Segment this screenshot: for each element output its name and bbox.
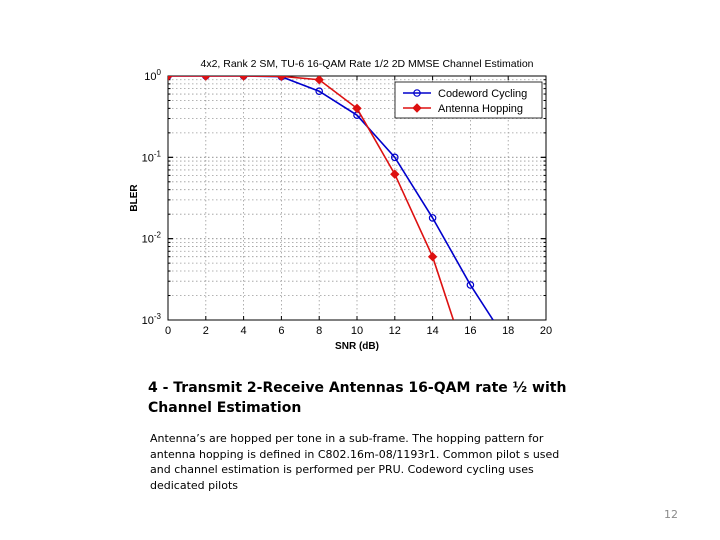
bler-chart: 0 2 4 6 8 10 12 14 16 18 20 100 10-1 10-2 10-3 4x2, Ra… (129, 58, 552, 352)
y-axis-label: BLER (129, 184, 140, 212)
data-point (276, 76, 287, 82)
series-layer (168, 76, 494, 320)
chart-title: 4x2, Rank 2 SM, TU-6 16-QAM Rate 1/2 2D … (200, 58, 533, 70)
data-point (466, 281, 475, 289)
y-tick-label: 10-3 (142, 312, 162, 327)
y-tick-label: 10-2 (142, 231, 162, 246)
series-line (168, 76, 494, 320)
data-point (428, 214, 437, 222)
x-tick-label: 14 (426, 325, 438, 337)
x-tick-label: 16 (464, 325, 476, 337)
legend: Codeword Cycling Antenna Hopping (394, 81, 543, 119)
slide-body-text: Antenna’s are hopped per tone in a sub-f… (150, 432, 560, 492)
data-point (352, 103, 362, 114)
data-point (168, 76, 173, 81)
data-point (315, 87, 324, 96)
x-axis-label: SNR (dB) (335, 341, 379, 352)
x-tick-label: 18 (502, 325, 514, 337)
data-point (201, 76, 211, 81)
series-2 (168, 76, 455, 320)
slide-heading: 4 - Transmit 2-Receive Antennas 16-QAM r… (148, 380, 567, 416)
y-tick-label: 100 (144, 68, 161, 83)
x-tick-label: 6 (278, 325, 284, 337)
x-tick-label: 0 (165, 325, 171, 337)
x-tick-label: 10 (351, 325, 363, 337)
legend-box (394, 81, 543, 119)
legend-label: Antenna Hopping (438, 103, 523, 115)
data-point (390, 169, 400, 179)
legend-marker (412, 103, 422, 113)
data-point (427, 252, 438, 262)
data-point (314, 76, 324, 85)
legend-marker (413, 89, 421, 97)
x-tick-label: 4 (241, 325, 247, 337)
x-tick-label: 20 (540, 325, 552, 337)
legend-label: Codeword Cycling (438, 88, 527, 100)
x-tick-label: 2 (203, 325, 209, 337)
data-point (238, 76, 249, 81)
data-point (390, 153, 399, 162)
x-tick-label: 8 (316, 325, 322, 337)
page-number: 12 (664, 508, 678, 521)
x-tick-label: 12 (389, 325, 401, 337)
y-tick-label: 10-1 (142, 149, 162, 164)
